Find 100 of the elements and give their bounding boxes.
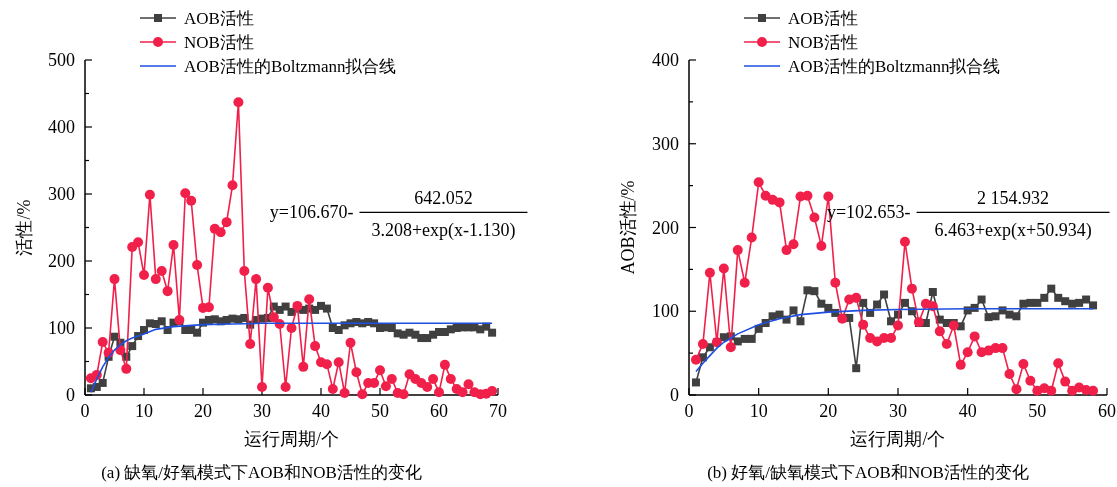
text: (b) 好氧/缺氧模式下AOB和NOB活性的变化 bbox=[707, 463, 1029, 482]
x-axis-title: 运行周期/个 bbox=[243, 429, 340, 449]
point bbox=[1053, 358, 1064, 369]
point bbox=[997, 343, 1008, 354]
y-tick-label: 400 bbox=[48, 117, 75, 137]
point bbox=[969, 331, 980, 342]
point bbox=[817, 299, 826, 308]
point bbox=[1040, 293, 1049, 302]
point bbox=[873, 300, 882, 309]
x-tick-label: 70 bbox=[489, 401, 507, 421]
point bbox=[1012, 312, 1021, 321]
point bbox=[753, 177, 764, 188]
point bbox=[1061, 297, 1070, 306]
point bbox=[1047, 284, 1056, 293]
point bbox=[796, 317, 805, 326]
point bbox=[900, 298, 909, 307]
y-tick-label: 0 bbox=[66, 385, 75, 405]
y-axis-title: AOB活性/% bbox=[618, 180, 638, 275]
point bbox=[948, 320, 959, 331]
point bbox=[928, 287, 937, 296]
point bbox=[1075, 298, 1084, 307]
point bbox=[747, 334, 756, 343]
text: (a) 缺氧/好氧模式下AOB和NOB活性的变化 bbox=[101, 463, 422, 482]
annotation: y=106.670- bbox=[269, 202, 354, 223]
point bbox=[1089, 301, 1098, 310]
point bbox=[810, 287, 819, 296]
point bbox=[691, 378, 700, 387]
point bbox=[880, 290, 889, 299]
x-tick-label: 30 bbox=[889, 401, 907, 421]
legend-label: NOB活性 bbox=[184, 33, 254, 52]
point bbox=[1004, 369, 1015, 380]
point bbox=[886, 333, 897, 344]
point bbox=[1046, 385, 1057, 396]
point bbox=[934, 326, 945, 337]
x-tick-label: 50 bbox=[1028, 401, 1047, 421]
point bbox=[809, 212, 820, 223]
point bbox=[852, 364, 861, 373]
x-tick-label: 60 bbox=[430, 401, 448, 421]
y-axis-title: 活性/% bbox=[14, 199, 34, 256]
point bbox=[906, 283, 917, 294]
point bbox=[859, 298, 868, 307]
x-tick-label: 20 bbox=[819, 401, 838, 421]
x-tick-label: 40 bbox=[958, 401, 977, 421]
point bbox=[1011, 384, 1022, 395]
x-tick-label: 10 bbox=[135, 401, 153, 421]
point bbox=[774, 197, 785, 208]
point bbox=[991, 312, 1000, 321]
legend-label: NOB活性 bbox=[788, 33, 858, 52]
y-tick-label: 100 bbox=[48, 318, 75, 338]
point bbox=[955, 359, 966, 370]
point bbox=[816, 240, 827, 251]
point bbox=[1088, 385, 1099, 396]
y-tick-label: 200 bbox=[48, 251, 75, 271]
x-tick-label: 0 bbox=[80, 401, 90, 421]
point bbox=[1054, 293, 1063, 302]
y-tick-label: 500 bbox=[48, 50, 75, 70]
point bbox=[1025, 375, 1036, 386]
annotation: 2 154.932 bbox=[977, 188, 1050, 209]
x-tick-label: 30 bbox=[253, 401, 271, 421]
x-tick-label: 10 bbox=[749, 401, 768, 421]
point bbox=[893, 320, 903, 331]
point bbox=[1018, 359, 1029, 370]
x-tick-label: 20 bbox=[194, 401, 212, 421]
x-tick-label: 60 bbox=[1098, 401, 1116, 421]
annotation: 3.208+exp(x-1.130) bbox=[371, 220, 516, 242]
point bbox=[781, 245, 792, 256]
point bbox=[941, 338, 952, 349]
point bbox=[718, 263, 729, 274]
y-tick-label: 100 bbox=[652, 301, 679, 322]
point bbox=[697, 338, 708, 349]
point bbox=[977, 295, 986, 304]
annotation: 642.052 bbox=[414, 188, 473, 209]
point bbox=[725, 342, 736, 353]
point bbox=[962, 347, 973, 358]
x-tick-label: 50 bbox=[371, 401, 389, 421]
point bbox=[802, 190, 813, 201]
x-tick-label: 0 bbox=[684, 401, 694, 421]
point bbox=[789, 306, 798, 315]
point bbox=[823, 191, 834, 202]
y-tick-label: 400 bbox=[652, 50, 679, 70]
point bbox=[858, 319, 869, 330]
x-axis-title: 运行周期/个 bbox=[850, 429, 946, 449]
point bbox=[788, 239, 799, 250]
point bbox=[1060, 376, 1071, 387]
point bbox=[732, 245, 743, 256]
point bbox=[690, 354, 701, 365]
legend-label: AOB活性 bbox=[184, 9, 254, 28]
point bbox=[704, 267, 715, 278]
point bbox=[739, 277, 750, 288]
point bbox=[899, 236, 910, 247]
x-tick-label: 40 bbox=[312, 401, 330, 421]
y-tick-label: 300 bbox=[652, 133, 679, 154]
annotation: 6.463+exp(x+50.934) bbox=[934, 220, 1092, 242]
point bbox=[830, 277, 841, 288]
y-tick-label: 200 bbox=[652, 217, 679, 238]
legend-label: AOB活性的Boltzmann拟合线 bbox=[788, 57, 1001, 76]
point bbox=[1033, 298, 1042, 307]
point bbox=[1082, 295, 1091, 304]
y-tick-label: 0 bbox=[670, 385, 679, 405]
legend-label: AOB活性的Boltzmann拟合线 bbox=[184, 57, 397, 76]
